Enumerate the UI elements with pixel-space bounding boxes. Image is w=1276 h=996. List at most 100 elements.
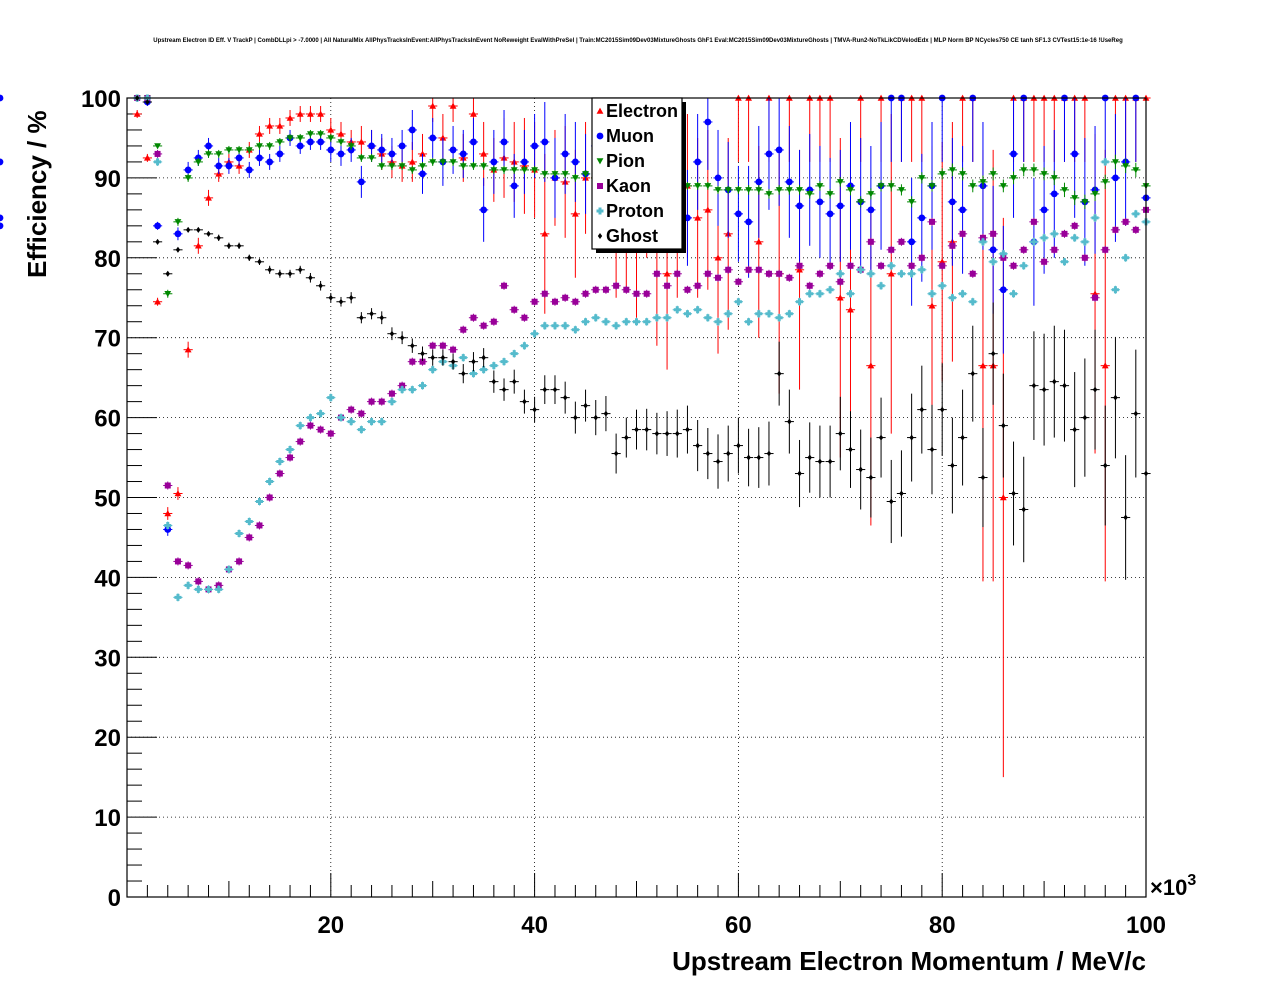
data-point — [1010, 290, 1018, 298]
data-point — [918, 175, 926, 182]
data-point — [684, 286, 691, 293]
y-tick-label: 90 — [94, 166, 121, 193]
data-point — [928, 290, 936, 298]
data-point — [510, 167, 518, 174]
data-point — [490, 318, 497, 325]
data-point — [449, 146, 457, 154]
data-point — [184, 346, 192, 353]
data-point — [979, 179, 987, 186]
data-point — [1061, 230, 1068, 237]
data-point — [470, 163, 477, 170]
data-point — [715, 274, 722, 281]
x-tick-label: 80 — [929, 912, 956, 939]
data-point — [1132, 167, 1140, 174]
legend-label-ghost: Ghost — [606, 226, 658, 246]
data-point — [461, 370, 466, 377]
data-point — [745, 318, 753, 326]
data-point — [1050, 175, 1058, 182]
data-point — [857, 266, 865, 274]
data-point — [765, 310, 773, 318]
data-point — [868, 474, 874, 481]
data-point — [979, 362, 987, 369]
data-point — [775, 187, 783, 194]
y-axis-label: Efficiency / % — [22, 110, 52, 278]
data-point — [225, 565, 233, 573]
data-point — [623, 286, 630, 293]
data-point — [816, 183, 824, 190]
data-point — [867, 238, 874, 245]
data-point — [286, 446, 294, 454]
data-point — [226, 242, 232, 249]
data-point — [1031, 382, 1037, 389]
data-point — [1102, 246, 1109, 253]
data-point — [440, 354, 446, 361]
data-point — [1050, 190, 1058, 198]
legend-marker-pion — [596, 158, 604, 165]
data-point — [582, 290, 589, 297]
data-point — [1040, 234, 1048, 242]
data-point — [348, 294, 354, 301]
data-point — [980, 474, 986, 481]
data-point — [0, 158, 4, 166]
data-point — [775, 314, 783, 322]
data-point — [359, 314, 364, 321]
data-point — [746, 454, 751, 461]
data-point — [816, 290, 824, 298]
data-point — [846, 290, 854, 298]
data-point — [318, 282, 323, 289]
data-point — [816, 198, 824, 206]
data-point — [542, 386, 547, 393]
data-point — [266, 158, 274, 166]
data-point — [541, 171, 549, 178]
data-point — [378, 418, 386, 426]
data-point — [512, 378, 517, 385]
data-point — [297, 438, 304, 445]
data-point — [196, 226, 201, 233]
data-point — [133, 110, 141, 117]
data-point — [174, 490, 182, 497]
data-point — [796, 202, 803, 210]
y-tick-label: 0 — [108, 885, 121, 912]
data-point — [1123, 514, 1128, 521]
data-point — [755, 238, 763, 245]
data-point — [184, 581, 192, 589]
data-point — [969, 183, 977, 190]
legend-marker-ghost — [597, 233, 603, 239]
data-point — [1101, 179, 1109, 186]
y-tick-label: 60 — [94, 406, 121, 433]
data-point — [307, 422, 314, 429]
data-point — [215, 162, 223, 170]
data-point — [460, 326, 467, 333]
data-point — [592, 314, 600, 322]
data-point — [276, 122, 284, 129]
y-tick-label: 10 — [94, 805, 121, 832]
data-point — [276, 458, 284, 466]
data-point — [409, 358, 416, 365]
legend-box — [591, 97, 683, 250]
data-point — [1010, 150, 1017, 158]
data-point — [562, 394, 568, 401]
data-point — [573, 414, 578, 421]
data-point — [714, 174, 722, 182]
data-point — [1091, 191, 1099, 198]
data-point — [979, 238, 987, 246]
data-point — [970, 370, 975, 377]
data-point — [806, 191, 814, 198]
data-point — [725, 266, 732, 273]
data-point — [337, 130, 345, 137]
data-point — [490, 167, 498, 174]
data-point — [990, 230, 997, 237]
data-point — [205, 142, 212, 150]
data-point — [694, 183, 702, 190]
data-point — [705, 450, 711, 457]
data-point — [388, 398, 396, 406]
data-point — [704, 183, 712, 190]
data-point — [613, 450, 619, 457]
data-point — [836, 294, 844, 301]
data-point — [583, 402, 588, 409]
data-point — [867, 270, 875, 278]
data-point — [164, 291, 172, 298]
data-point — [796, 262, 803, 269]
y-tick-label: 70 — [94, 326, 121, 353]
